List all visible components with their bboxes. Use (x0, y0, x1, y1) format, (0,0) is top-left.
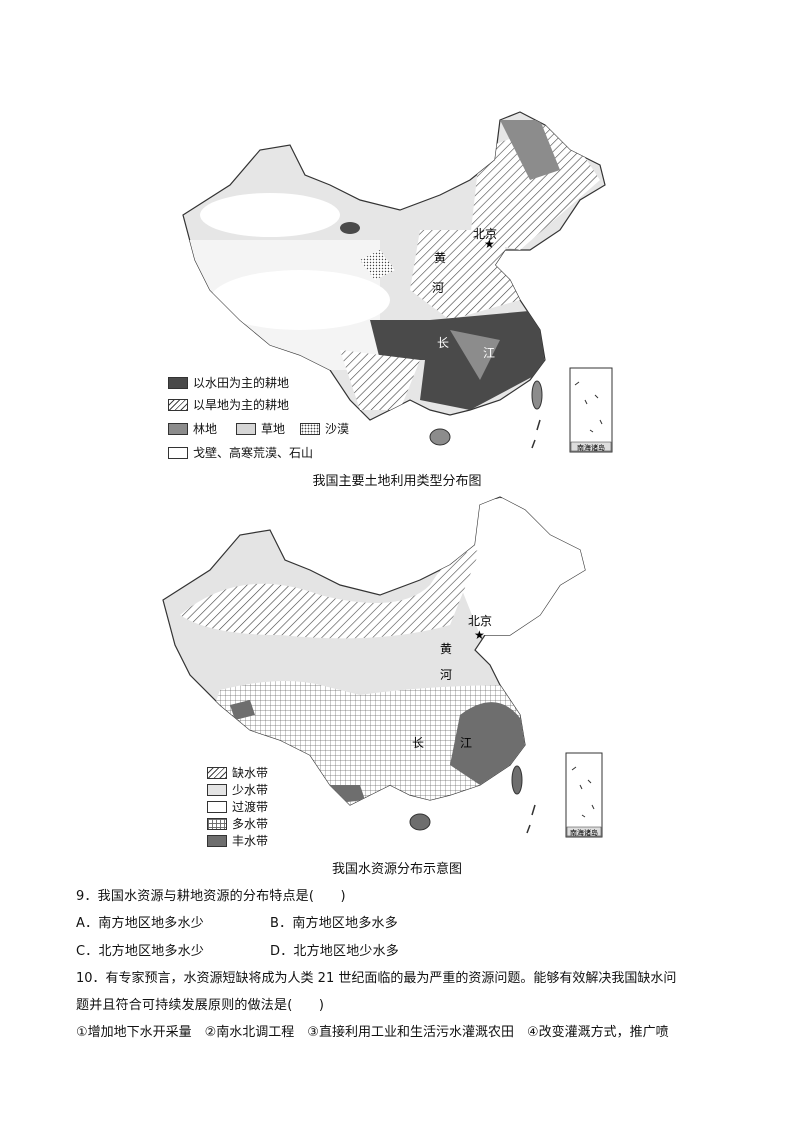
legend-item-gobi: 戈壁、高寒荒漠、石山 (168, 444, 313, 461)
map1-south-sea-inset: 南海诸岛 (569, 367, 613, 453)
option-9c: C．北方地区地多水少 (76, 944, 205, 959)
option-9a: A．南方地区地多水少 (76, 916, 204, 931)
legend-item-little-water: 少水带 (207, 781, 268, 798)
map1-caption: 我国主要土地利用类型分布图 (312, 474, 482, 489)
map1-label-huang: 黄 (434, 251, 446, 265)
question-9: 9．我国水资源与耕地资源的分布特点是( ) (76, 889, 346, 904)
map2-label-huang: 黄 (440, 642, 452, 656)
legend-item-forest: 林地 (168, 420, 217, 437)
beijing-star-icon: ★ (474, 628, 485, 642)
legend-item-dryland: 以旱地为主的耕地 (168, 396, 289, 413)
map1-label-chang: 长 (437, 336, 449, 350)
option-9d: D．北方地区地少水多 (270, 944, 400, 959)
svg-text:南海诸岛: 南海诸岛 (570, 828, 598, 837)
beijing-star-icon: ★ (484, 237, 495, 251)
legend-item-water-shortage: 缺水带 (207, 764, 268, 781)
map2-label-jiang: 江 (460, 736, 472, 750)
map2-south-sea-inset: 南海诸岛 (565, 752, 603, 838)
map2-label-he: 河 (440, 668, 452, 682)
legend-item-paddy: 以水田为主的耕地 (168, 374, 289, 391)
map1-label-jiang: 江 (483, 346, 495, 360)
question-10: 10．有专家预言，水资源短缺将成为人类 21 世纪面临的最为严重的资源问题。能够… (76, 971, 677, 986)
question-10-cont: 题并且符合可持续发展原则的做法是( ) (76, 998, 325, 1013)
legend-item-abundant-water: 丰水带 (207, 832, 268, 849)
land-use-map: 北京 ★ 黄 河 长 江 南海诸岛 (182, 111, 613, 453)
legend-item-desert: 沙漠 (300, 420, 349, 437)
option-9b: B．南方地区地多水多 (270, 916, 398, 931)
legend-item-transition: 过渡带 (207, 798, 268, 815)
map1-label-he: 河 (432, 281, 444, 295)
map2-label-chang: 长 (412, 736, 424, 750)
map2-label-beijing: 北京 (468, 614, 492, 628)
maps-figure: 北京 ★ 黄 河 长 江 南海诸岛 北京 ★ 黄 河 长 江 (162, 111, 613, 838)
map2-caption: 我国水资源分布示意图 (331, 862, 462, 877)
map1-label-beijing: 北京 (473, 227, 497, 241)
svg-text:南海诸岛: 南海诸岛 (577, 443, 605, 452)
legend-item-grassland: 草地 (236, 420, 285, 437)
question-10-options: ①增加地下水开采量 ②南水北调工程 ③直接利用工业和生活污水灌溉农田 ④改变灌溉… (76, 1025, 669, 1040)
legend-item-much-water: 多水带 (207, 815, 268, 832)
